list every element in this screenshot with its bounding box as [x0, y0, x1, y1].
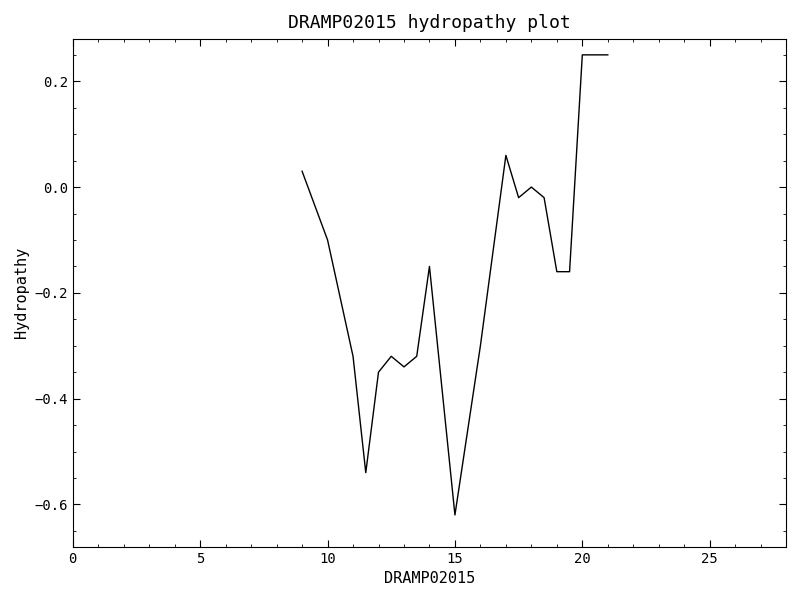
X-axis label: DRAMP02015: DRAMP02015: [384, 571, 475, 586]
Title: DRAMP02015 hydropathy plot: DRAMP02015 hydropathy plot: [288, 14, 571, 32]
Y-axis label: Hydropathy: Hydropathy: [14, 247, 29, 338]
